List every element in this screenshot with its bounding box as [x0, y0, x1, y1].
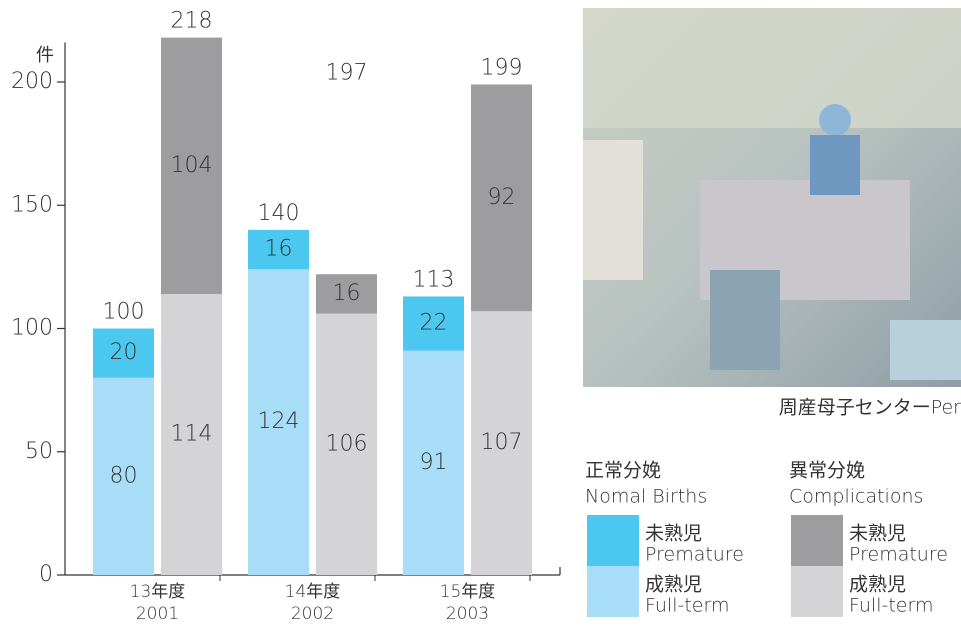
photo-caption: 周産母子センターPer — [779, 397, 961, 419]
legend-label: 成熟児 — [849, 574, 906, 596]
data-label: 20 — [110, 340, 138, 365]
bar-segment — [161, 37, 222, 294]
legend-swatch — [587, 566, 639, 617]
bar-segment — [93, 377, 154, 575]
data-label: 80 — [110, 463, 138, 488]
y-tick-label: 0 — [39, 562, 53, 587]
legend-swatch — [791, 566, 843, 617]
bar-segment — [316, 313, 377, 575]
y-tick-label: 100 — [11, 316, 53, 341]
x-tick-label: 13年度 — [130, 582, 186, 602]
data-label: 107 — [481, 430, 523, 455]
data-label: 22 — [420, 311, 448, 336]
legend-label: 未熟児 — [645, 523, 702, 545]
bar-segment — [161, 293, 222, 575]
bar-segment — [403, 296, 464, 351]
y-tick-label: 150 — [11, 192, 53, 217]
legend-label-en: Premature — [645, 544, 744, 566]
legend-group-en: Nomal Births — [585, 486, 707, 508]
legend-group: 正常分娩 — [585, 460, 661, 482]
legend-swatch — [791, 515, 843, 566]
bar-segment — [93, 328, 154, 378]
legend-label: 未熟児 — [849, 523, 906, 545]
total-label: 199 — [481, 55, 523, 80]
data-label: 104 — [171, 153, 213, 178]
legend-label-en: Full-term — [849, 595, 933, 617]
total-label: 218 — [171, 9, 213, 34]
bar-segment — [471, 84, 532, 312]
data-label: 91 — [420, 450, 448, 475]
total-label: 100 — [103, 300, 145, 325]
data-label: 92 — [488, 185, 516, 210]
bar-segment — [316, 274, 377, 314]
y-tick-label: 50 — [25, 439, 53, 464]
x-tick-label-en: 2003 — [446, 604, 489, 624]
legend-label-en: Premature — [849, 544, 948, 566]
data-label: 106 — [326, 431, 368, 456]
legend-swatch — [587, 515, 639, 566]
data-label: 16 — [333, 281, 361, 306]
legend-group-en: Complications — [789, 486, 923, 508]
data-label: 124 — [258, 409, 300, 434]
y-tick-label: 200 — [11, 69, 53, 94]
x-tick-label-en: 2001 — [136, 604, 179, 624]
data-label: 16 — [265, 237, 293, 262]
bar-segment — [248, 269, 309, 575]
legend-label: 成熟児 — [645, 574, 702, 596]
bar-segment — [248, 229, 309, 270]
x-tick-label: 15年度 — [440, 582, 496, 602]
bar-segment — [403, 350, 464, 575]
y-unit: 件 — [36, 45, 54, 66]
total-label: 140 — [258, 201, 300, 226]
x-tick-label-en: 2002 — [291, 604, 334, 624]
x-tick-label: 14年度 — [285, 582, 341, 602]
data-label: 114 — [171, 421, 213, 446]
total-label: 113 — [413, 267, 455, 292]
photo — [583, 8, 961, 387]
bar-segment — [471, 311, 532, 575]
legend-label-en: Full-term — [645, 595, 729, 617]
total-label: 197 — [326, 60, 368, 85]
legend-group: 異常分娩 — [789, 460, 865, 482]
